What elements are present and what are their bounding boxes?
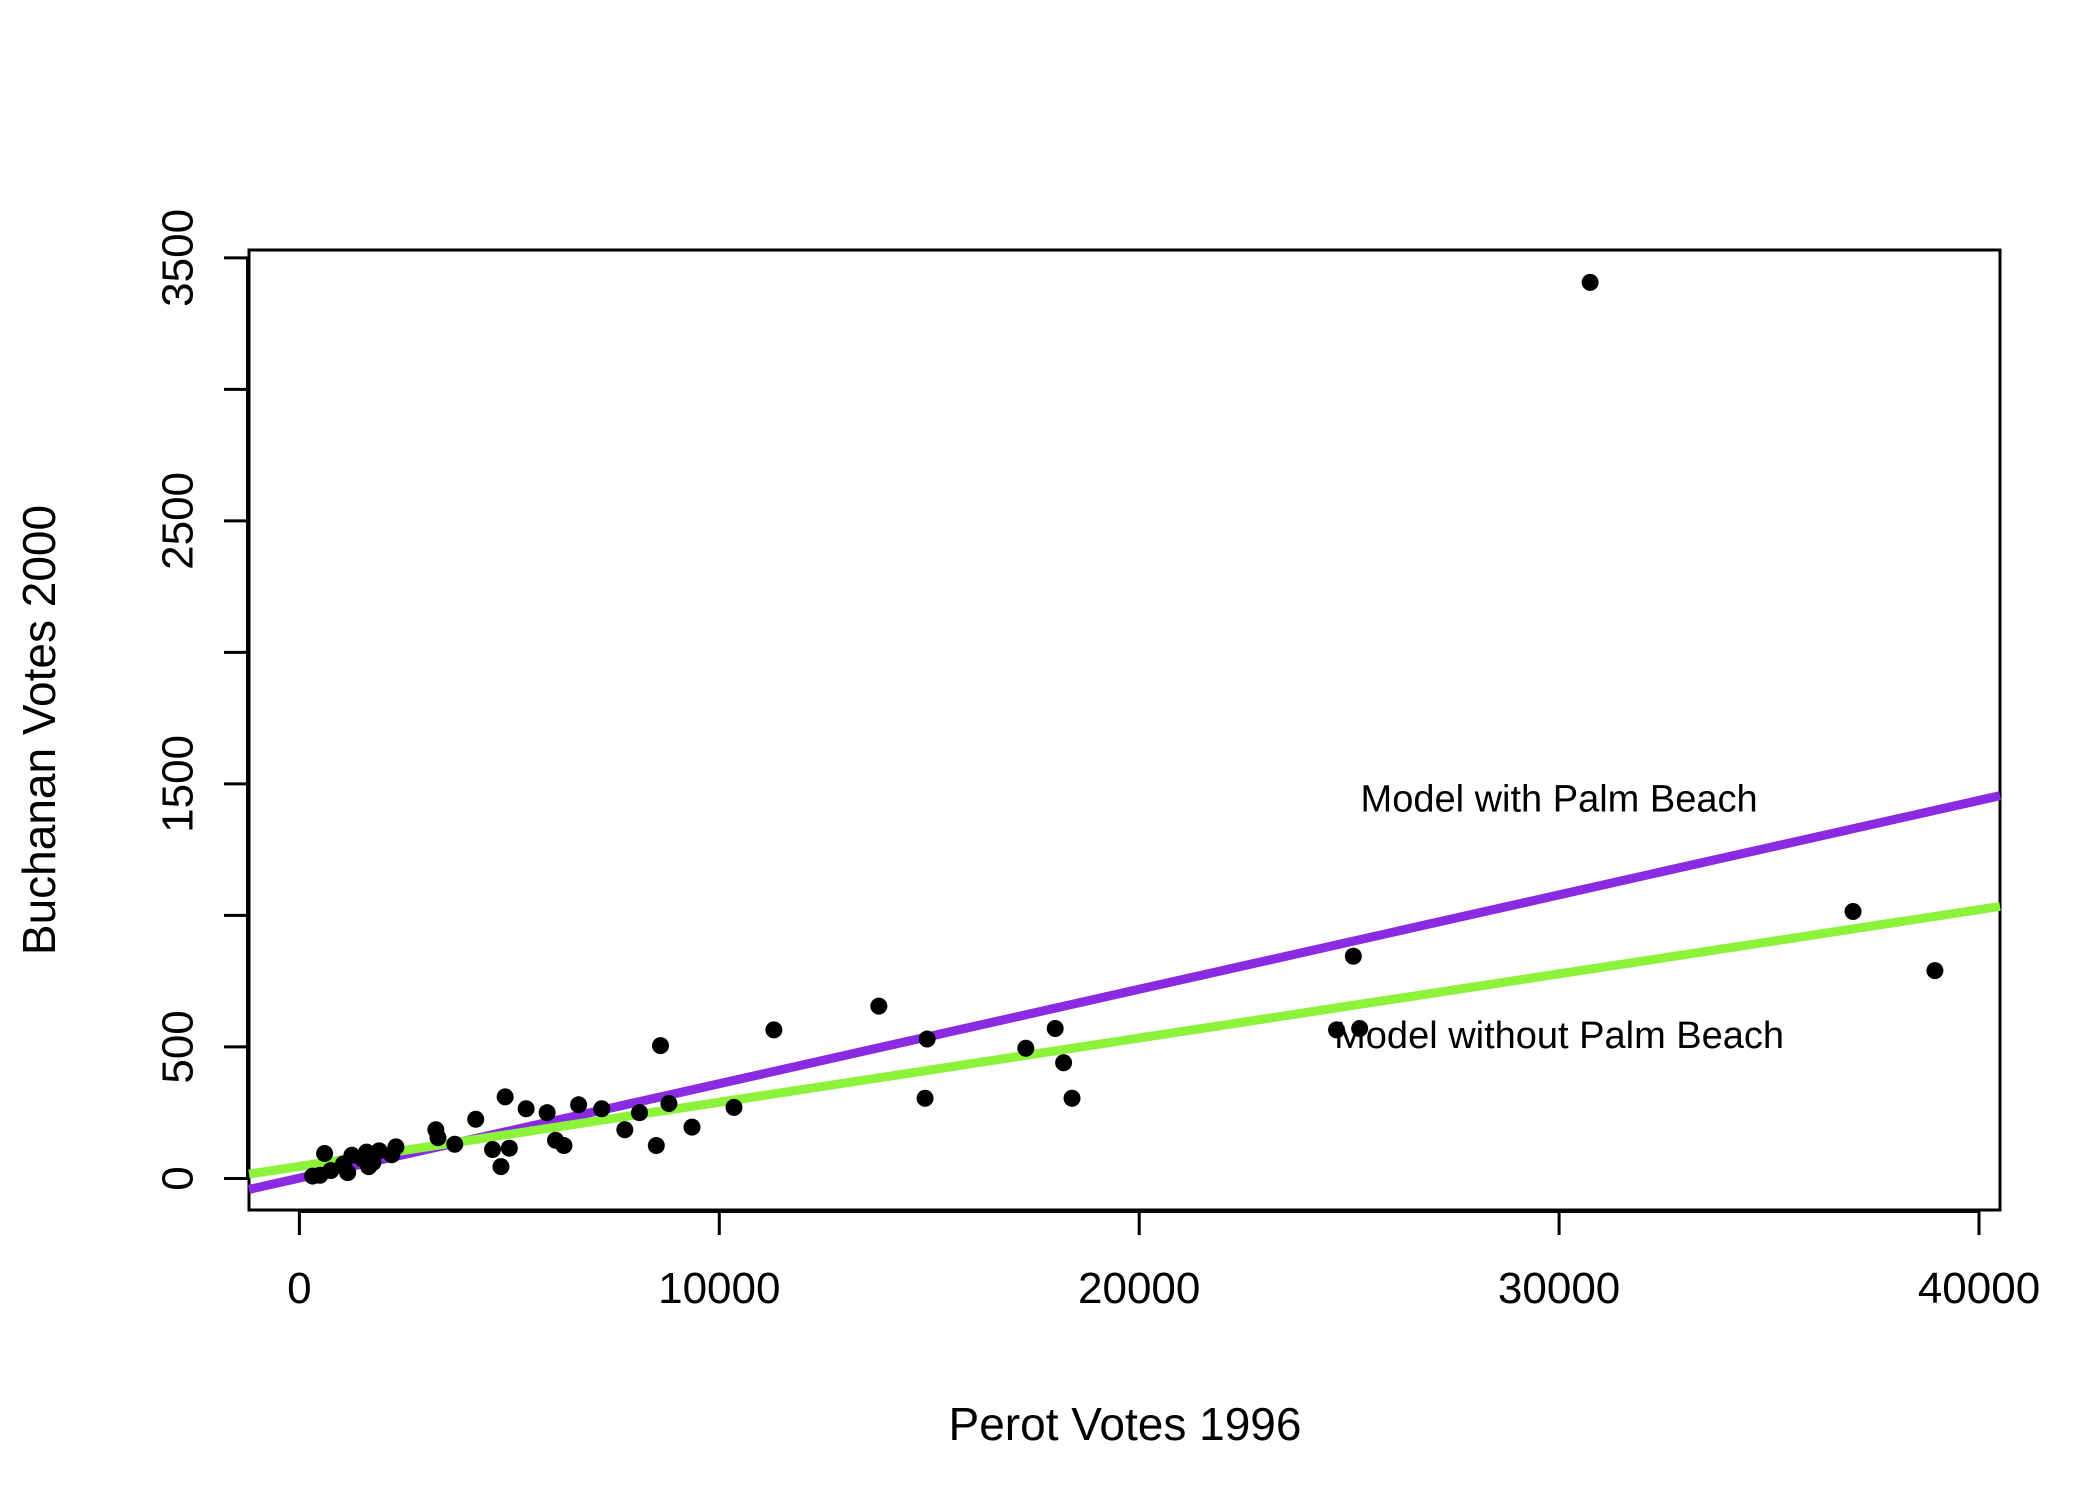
data-point [1328,1021,1346,1039]
data-point [870,997,888,1015]
data-point [765,1021,783,1039]
data-point [683,1118,701,1136]
data-point [1344,947,1362,965]
data-point [500,1139,518,1157]
data-point [538,1104,556,1122]
data-point [1046,1020,1064,1038]
data-point [484,1141,502,1159]
x-tick-label: 20000 [1078,1264,1200,1313]
data-point [517,1100,535,1118]
line-with-palm-beach [248,791,2001,1194]
y-tick-label: 0 [154,1166,203,1190]
data-point [446,1135,464,1153]
data-point [570,1096,588,1114]
data-point [1581,273,1599,291]
regression-lines [248,791,2001,1194]
data-point [1844,902,1862,920]
data-point [1926,962,1944,980]
x-tick-label: 40000 [1918,1264,2040,1313]
data-point [322,1162,340,1180]
data-point [1055,1054,1073,1072]
data-point [631,1104,649,1122]
y-tick-label: 2500 [154,472,203,570]
x-tick-label: 30000 [1498,1264,1620,1313]
x-tick-label: 0 [287,1264,311,1313]
y-tick-label: 3500 [154,209,203,307]
annotation-with-palm-beach: Model with Palm Beach [1361,779,1758,821]
data-point [496,1088,514,1106]
annotation-without-palm-beach: Model without Palm Beach [1334,1015,1784,1057]
data-point [387,1138,405,1156]
plot-frame [247,248,2002,1212]
data-point [1017,1039,1035,1057]
annotations: Model with Palm Beach Model without Palm … [1334,779,1784,1058]
data-point [652,1037,670,1055]
data-point [429,1129,447,1147]
data-point [660,1094,678,1112]
data-point [1351,1020,1369,1038]
data-point [593,1100,611,1118]
y-axis-title: Buchanan Votes 2000 [13,505,65,955]
x-axis-title: Perot Votes 1996 [949,1398,1302,1450]
x-tick-label: 10000 [658,1264,780,1313]
data-point [467,1110,485,1128]
data-point [616,1121,634,1139]
data-point [1063,1089,1081,1107]
y-tick-label: 1500 [154,735,203,833]
data-point [918,1030,936,1048]
data-point [916,1089,934,1107]
data-point [339,1164,357,1182]
line-without-palm-beach [248,902,2001,1179]
data-point [725,1098,743,1116]
axis-ticks: 0 10000 20000 30000 40000 0 500 1500 2500 3500 [154,209,2041,1313]
data-points [304,273,1944,1185]
data-point [492,1158,510,1176]
data-point [316,1144,334,1162]
y-tick-label: 500 [154,1010,203,1083]
data-point [647,1137,665,1155]
data-point [555,1137,573,1155]
